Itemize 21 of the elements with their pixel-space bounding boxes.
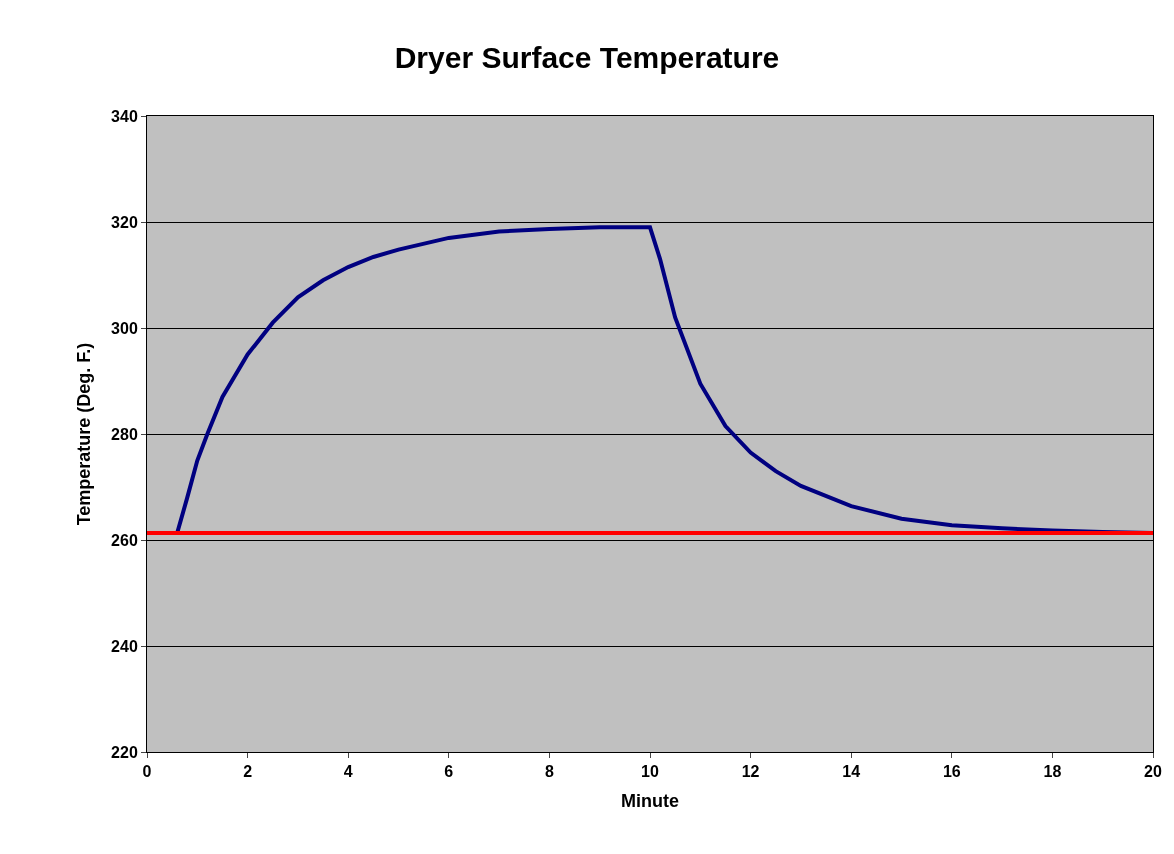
y-tick-label: 240 bbox=[111, 637, 138, 655]
x-tick-label: 2 bbox=[243, 763, 253, 781]
x-tick-label: 12 bbox=[741, 763, 760, 781]
y-axis-title: Temperature (Deg. F.) bbox=[74, 342, 95, 526]
x-tick-label: 6 bbox=[444, 763, 454, 781]
x-tick-label: 16 bbox=[942, 763, 961, 781]
y-tick-label: 340 bbox=[111, 107, 138, 125]
x-tick-label: 10 bbox=[641, 763, 659, 781]
y-tick-label: 220 bbox=[111, 743, 138, 761]
x-tick-label: 8 bbox=[544, 763, 554, 781]
x-tick-label: 18 bbox=[1043, 763, 1062, 781]
x-tick-label: 4 bbox=[343, 763, 353, 781]
y-tick-label: 260 bbox=[111, 531, 138, 549]
x-axis-title: Minute bbox=[621, 791, 679, 812]
x-tick-label: 20 bbox=[1144, 763, 1162, 781]
x-tick-label: 14 bbox=[842, 763, 861, 781]
chart-title: Dryer Surface Temperature bbox=[394, 40, 780, 74]
y-tick-label: 300 bbox=[111, 319, 138, 337]
y-tick-label: 320 bbox=[111, 213, 138, 231]
x-tick-label: 0 bbox=[142, 763, 152, 781]
y-tick-label: 280 bbox=[111, 425, 138, 443]
